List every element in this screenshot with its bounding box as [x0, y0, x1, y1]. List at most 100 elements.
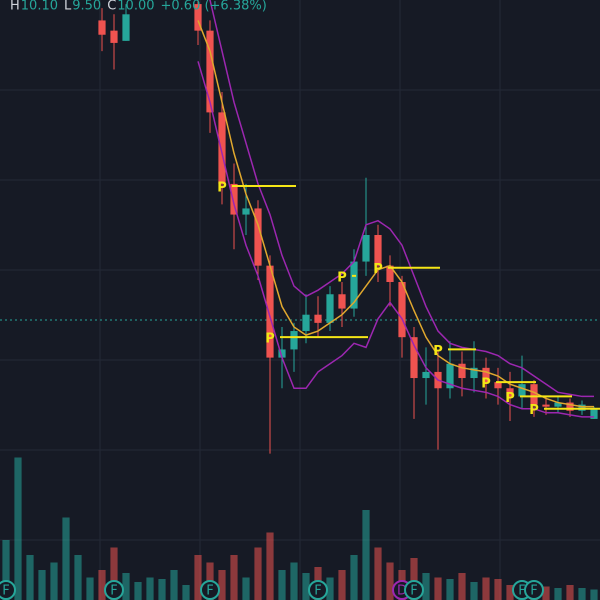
volume-bar: [278, 570, 286, 600]
candle-body: [326, 294, 334, 323]
volume-bar: [506, 585, 514, 600]
volume-bar: [194, 555, 202, 600]
volume-bar: [98, 570, 106, 600]
pivot-label: P: [373, 262, 383, 277]
volume-bar: [290, 562, 298, 600]
candle-body: [410, 337, 418, 379]
volume-bar: [350, 555, 358, 600]
volume-bar: [146, 577, 154, 600]
pivot-label: P: [505, 391, 515, 406]
volume-bar: [38, 570, 46, 600]
candle-body: [566, 402, 574, 411]
candle-body: [242, 208, 250, 215]
candle-body: [122, 14, 130, 41]
event-marker: [0, 580, 16, 600]
candle-body: [206, 30, 214, 113]
volume-bar: [50, 562, 58, 600]
volume-bar: [590, 589, 598, 600]
volume-bar: [554, 588, 562, 600]
volume-bar: [362, 510, 370, 600]
volume-bar: [26, 555, 34, 600]
volume-bar: [494, 579, 502, 600]
volume-bar: [134, 582, 142, 600]
candle-body: [542, 404, 550, 407]
volume-bar: [86, 577, 94, 600]
volume-bar: [74, 555, 82, 600]
candle-body: [446, 363, 454, 389]
volume-bar: [170, 570, 178, 600]
candle-body: [458, 363, 466, 379]
volume-bar: [386, 562, 394, 600]
event-marker: [404, 580, 424, 600]
indicator-line: [197, 61, 594, 418]
volume-bar: [14, 457, 22, 600]
pivot-label: P: [265, 332, 275, 347]
event-marker: [104, 580, 124, 600]
volume-bar: [2, 540, 10, 600]
event-label: D: [397, 584, 407, 599]
event-label: F: [530, 584, 537, 599]
candle-body: [506, 388, 514, 397]
volume-bar: [458, 573, 466, 600]
candle-body: [314, 314, 322, 323]
header-label: L: [64, 0, 72, 14]
volume-bar: [446, 579, 454, 600]
candle-body: [110, 30, 118, 43]
pivot-label: P: [481, 377, 491, 392]
volume-bar: [410, 558, 418, 600]
candle-body: [194, 4, 202, 31]
candle-body: [98, 20, 106, 35]
volume-bar: [230, 555, 238, 600]
header-value: 10.10: [21, 0, 58, 14]
candle-body: [398, 282, 406, 338]
volume-bar: [578, 588, 586, 600]
candle-body: [590, 408, 598, 419]
candle-body: [530, 384, 538, 405]
volume-bar: [566, 585, 574, 600]
candle-body: [290, 331, 298, 350]
pivot-label: P: [337, 270, 347, 285]
candle-body: [218, 112, 226, 184]
event-label: F: [2, 584, 9, 599]
volume-bar: [374, 547, 382, 600]
pivot-label: P: [217, 180, 227, 195]
candle-body: [578, 404, 586, 411]
volume-bar: [422, 573, 430, 600]
event-label: F: [110, 584, 117, 599]
header-value: 9.50: [72, 0, 101, 14]
event-label: F: [206, 584, 213, 599]
event-label: F: [410, 584, 417, 599]
candle-body: [422, 371, 430, 379]
indicator-line: [209, 0, 594, 398]
candle-body: [254, 208, 262, 266]
candle-body: [350, 261, 358, 309]
event-marker: [308, 580, 328, 600]
header-label: C: [107, 0, 116, 14]
candle-body: [554, 402, 562, 407]
header-change: +0.60 (+6.38%): [161, 0, 267, 14]
candle-body: [470, 367, 478, 379]
volume-bar: [266, 532, 274, 600]
candle-body: [362, 235, 370, 262]
pivot-label: P: [529, 403, 539, 418]
volume-bar: [470, 582, 478, 600]
candle-body: [338, 294, 346, 309]
volume-bar: [62, 517, 70, 600]
volume-bar: [482, 577, 490, 600]
candle-body: [482, 367, 490, 383]
volume-bar: [338, 570, 346, 600]
volume-bar: [110, 547, 118, 600]
header-label: H: [10, 0, 20, 14]
candle-body: [518, 384, 526, 397]
candle-body: [230, 183, 238, 215]
volume-bar: [182, 585, 190, 600]
volume-bar: [434, 577, 442, 600]
event-marker: [200, 580, 220, 600]
event-label: F: [314, 584, 321, 599]
volume-bar: [158, 579, 166, 600]
candle-body: [266, 265, 274, 358]
candle-body: [278, 349, 286, 358]
volume-bar: [542, 586, 550, 600]
